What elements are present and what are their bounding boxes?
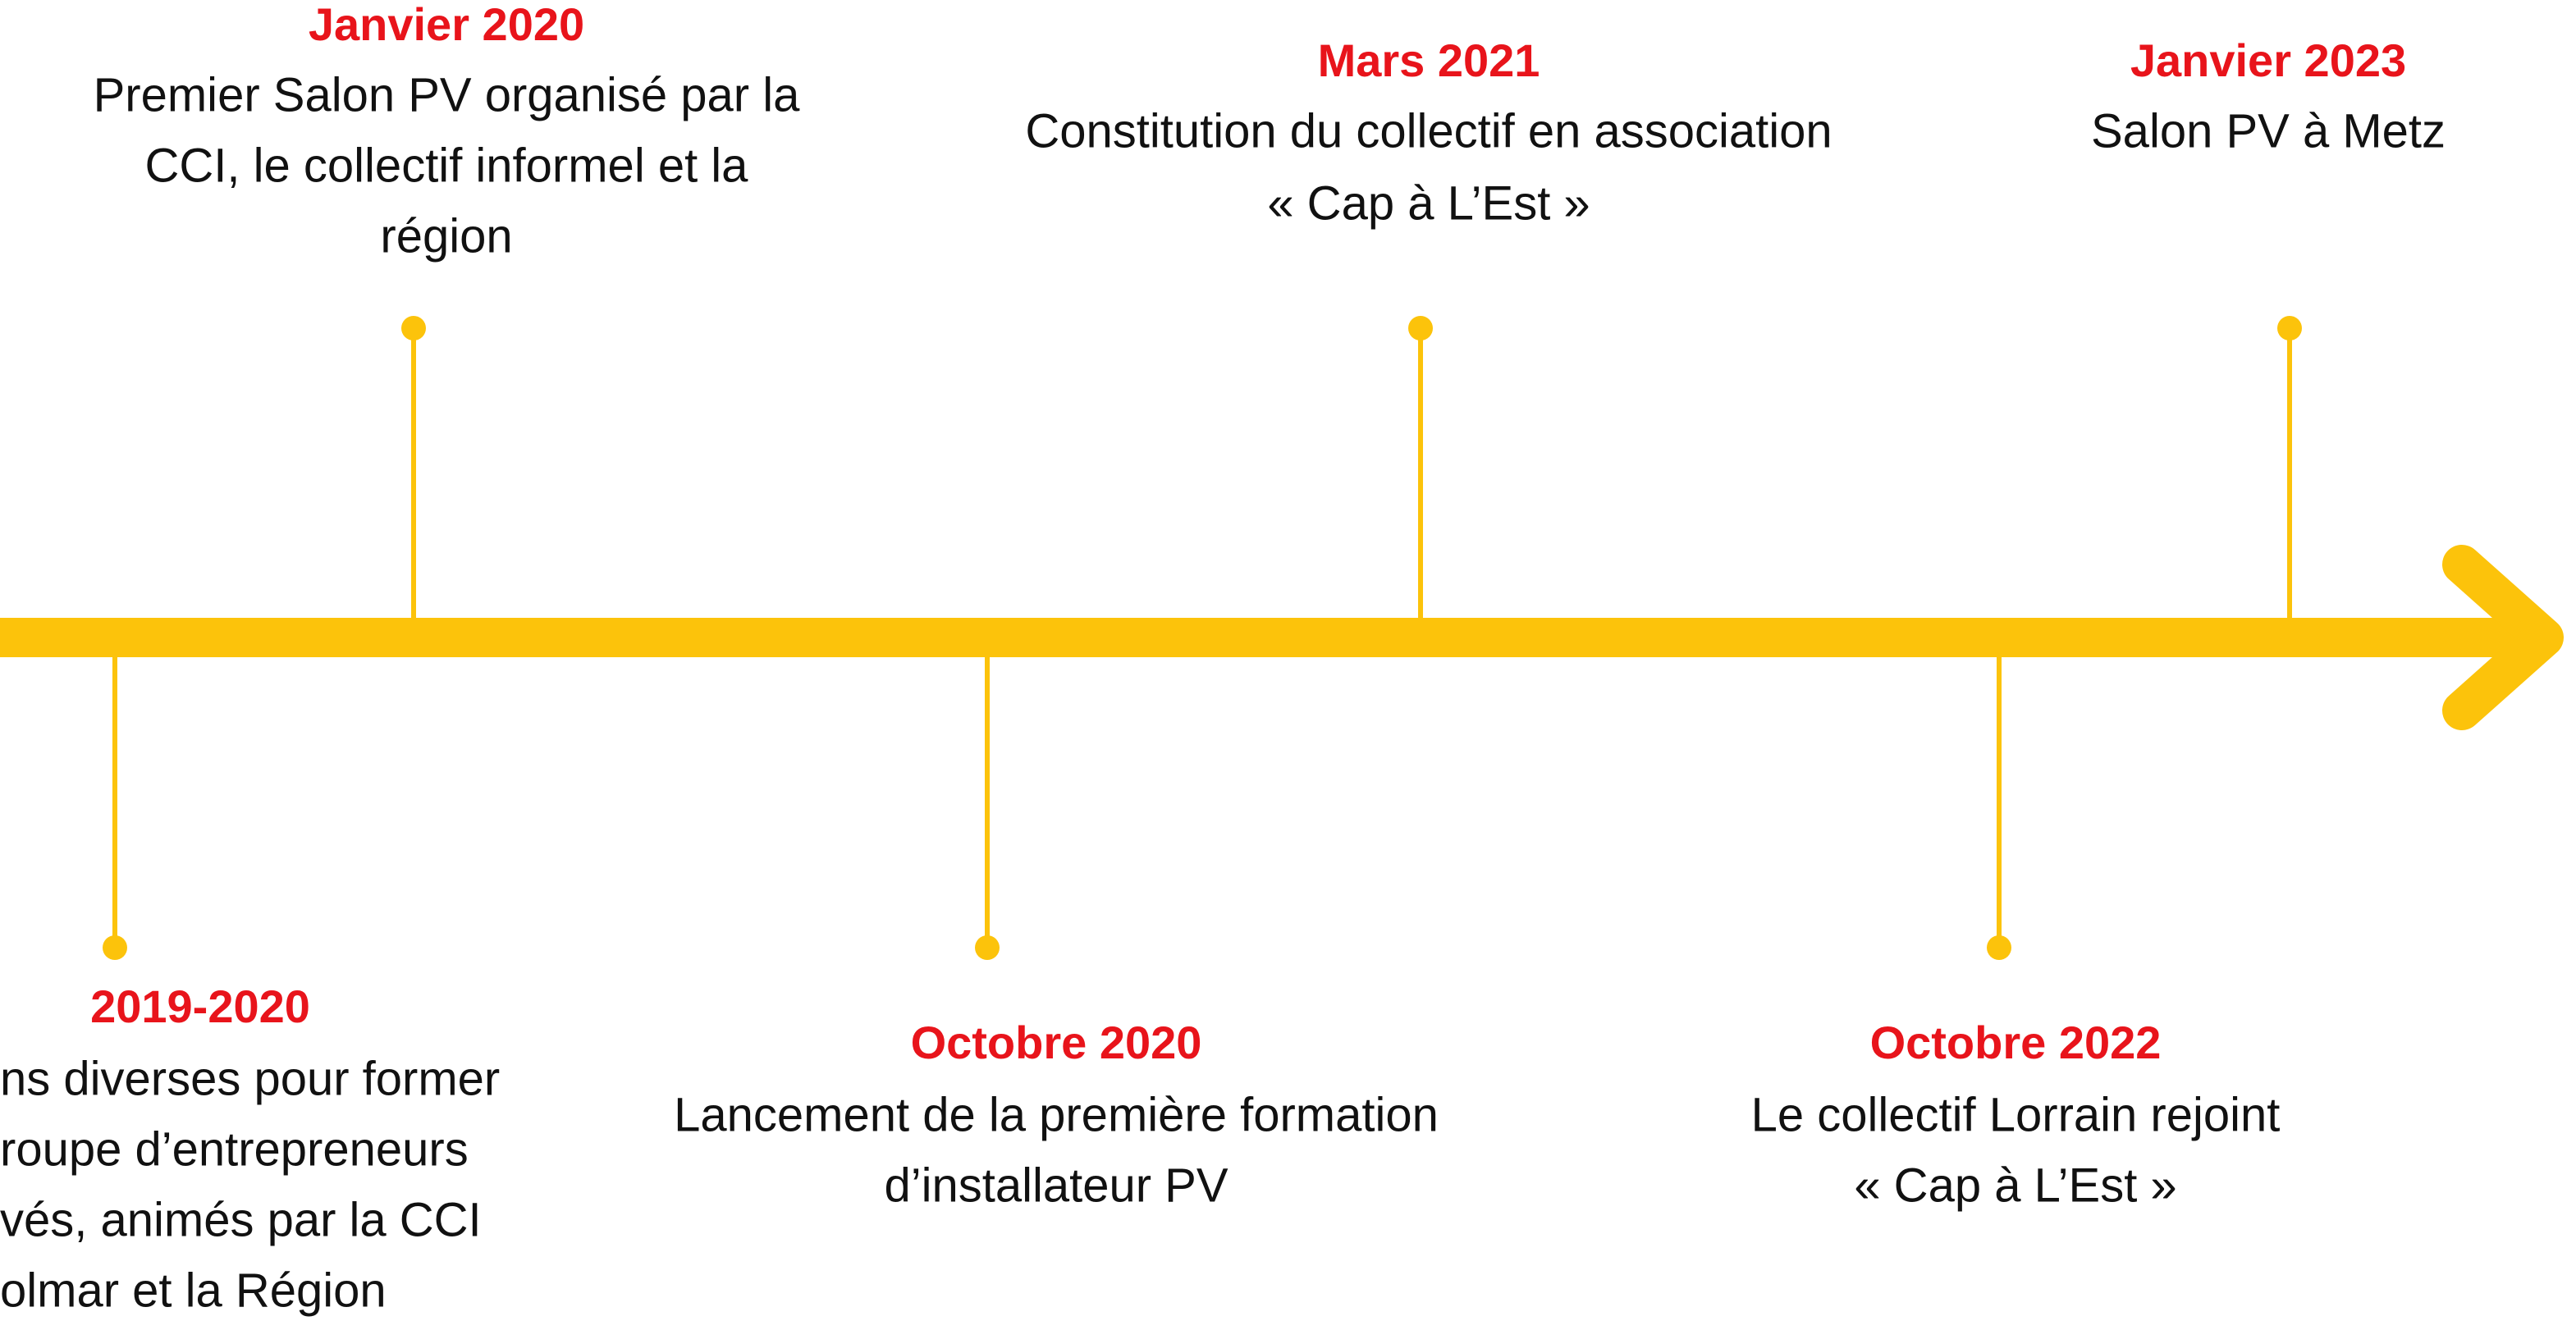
event-date: Janvier 2020	[309, 0, 584, 50]
event-text: Constitution du collectif en association	[1025, 104, 1832, 158]
event-date: Mars 2021	[1318, 34, 1540, 86]
event-text: Le collectif Lorrain rejoint	[1751, 1088, 2281, 1141]
event-text: vés, animés par la CCI	[0, 1193, 482, 1246]
dot	[103, 935, 127, 960]
event-text: olmar et la Région	[0, 1264, 387, 1317]
event-text: Lancement de la première formation	[674, 1088, 1439, 1141]
event-text: roupe d’entrepreneurs	[0, 1122, 469, 1176]
event-date: 2019-2020	[90, 980, 310, 1032]
event-text: Salon PV à Metz	[2091, 104, 2446, 158]
event-text: « Cap à L’Est »	[1267, 176, 1590, 230]
dot	[1408, 316, 1433, 340]
dot	[975, 935, 1000, 960]
event-date: Janvier 2023	[2130, 34, 2406, 86]
arrow-head	[2442, 545, 2564, 730]
event-text: d’installateur PV	[884, 1159, 1228, 1212]
dot	[401, 316, 426, 340]
event-text: Premier Salon PV organisé par la	[94, 68, 801, 121]
event-text: « Cap à L’Est »	[1854, 1159, 2176, 1212]
event-text: ns diverses pour former	[0, 1052, 500, 1105]
event-date: Octobre 2020	[911, 1017, 1202, 1068]
dot	[1987, 935, 2011, 960]
event-text: CCI, le collectif informel et la	[145, 139, 749, 192]
event-date: Octobre 2022	[1870, 1017, 2162, 1068]
event-text: région	[380, 209, 512, 263]
dot	[2277, 316, 2302, 340]
